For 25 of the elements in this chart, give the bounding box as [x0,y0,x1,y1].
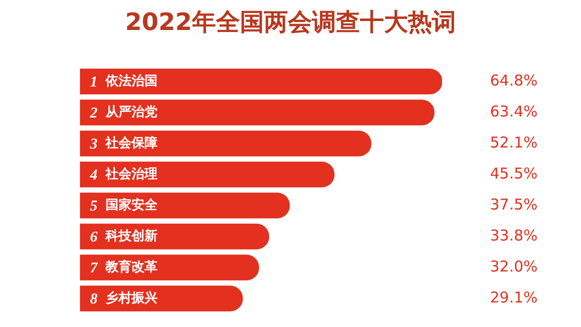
y-tick-label: 3 社会保障 [89,134,158,152]
data-label: 63.4% [490,102,538,120]
data-label: 32.0% [490,257,538,276]
bar [80,130,372,156]
y-tick-label: 1 依法治国 [90,72,158,90]
data-label: 64.8% [490,71,538,90]
data-label: 45.5% [490,164,538,182]
bar [80,68,442,94]
bar [80,286,243,312]
y-tick-label: 4 社会治理 [89,166,158,184]
data-label: 29.1% [490,288,538,306]
data-label: 33.8% [490,226,538,244]
chart-title: 2022年全国两会调查十大热词 [124,7,457,38]
bar [80,224,270,250]
bar [80,192,290,218]
data-label: 52.1% [490,133,538,152]
bar [80,100,435,126]
y-tick-label: 6 科技创新 [90,228,158,246]
y-tick-label: 7 教育改革 [90,258,158,276]
y-tick-label: 2 从严治党 [89,104,158,122]
bar [80,254,260,280]
bar [80,162,335,188]
data-label: 37.5% [490,195,538,214]
y-tick-label: 5 国家安全 [90,196,158,214]
y-tick-label: 8 乡村振兴 [90,290,158,308]
